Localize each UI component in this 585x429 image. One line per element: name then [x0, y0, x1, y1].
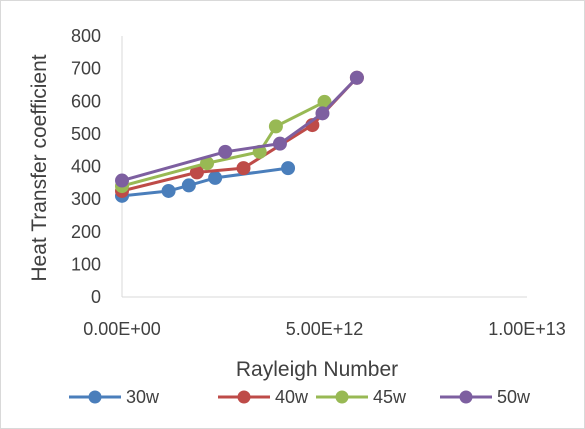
y-tick-label: 600 — [71, 91, 101, 111]
data-point — [268, 119, 283, 134]
data-point — [161, 183, 176, 198]
series-layer — [115, 70, 364, 203]
legend: 30w 40w 45w 50w — [69, 387, 531, 407]
x-axis-title: Rayleigh Number — [236, 358, 398, 381]
legend-label: 30w — [126, 387, 160, 407]
legend-item-30w: 30w — [69, 387, 160, 407]
legend-item-50w: 50w — [440, 387, 531, 407]
data-point — [236, 161, 251, 176]
legend-label: 50w — [497, 387, 531, 407]
y-tick-label: 800 — [71, 26, 101, 46]
x-tick-label: 5.00E+12 — [286, 319, 364, 339]
legend-marker — [335, 390, 349, 404]
data-point — [208, 170, 223, 185]
legend-label: 40w — [275, 387, 309, 407]
axes — [121, 36, 527, 298]
y-tick-label: 400 — [71, 157, 101, 177]
y-tick-label: 500 — [71, 124, 101, 144]
legend-marker — [459, 390, 473, 404]
x-tick-label: 0.00E+00 — [83, 319, 161, 339]
y-tick-label: 100 — [71, 254, 101, 274]
y-tick-label: 0 — [91, 287, 101, 307]
data-point — [281, 161, 296, 176]
legend-label: 45w — [373, 387, 407, 407]
legend-marker — [237, 390, 251, 404]
data-point — [218, 144, 233, 159]
y-tick-label: 700 — [71, 59, 101, 79]
y-tick-label: 200 — [71, 222, 101, 242]
data-point — [349, 70, 364, 85]
data-point — [115, 173, 129, 188]
x-tick-label: 1.00E+13 — [488, 319, 566, 339]
series-30w — [115, 161, 296, 203]
series-50w — [115, 70, 364, 188]
legend-item-45w: 45w — [316, 387, 407, 407]
tick-labels: 0 100 200 300 400 500 600 700 800 0.00E+00 5.00E+1… — [71, 26, 566, 339]
data-point — [315, 106, 330, 121]
data-point — [272, 136, 287, 151]
data-point — [181, 178, 196, 193]
y-tick-label: 300 — [71, 189, 101, 209]
legend-marker — [88, 390, 102, 404]
y-axis-title: Heat Transfer coefficient — [28, 54, 51, 281]
legend-item-40w: 40w — [218, 387, 309, 407]
